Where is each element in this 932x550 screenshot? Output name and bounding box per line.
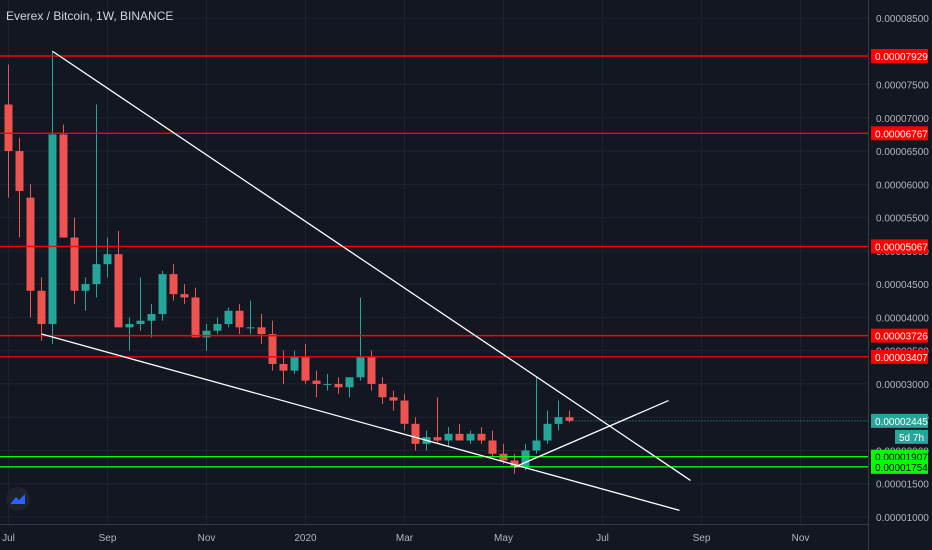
candle-body[interactable] [543,423,552,441]
candle-body[interactable] [103,254,112,265]
candle-body[interactable] [356,357,365,378]
chart-grid [0,0,868,524]
candle-body[interactable] [367,357,376,384]
time-axis-label: Jul [596,533,609,544]
candle-body[interactable] [48,134,57,325]
candle-body[interactable] [444,433,453,441]
candle-body[interactable] [554,417,563,424]
support-level-label: 0.00001754 [875,463,928,474]
candle-body[interactable] [59,134,68,238]
candle-body[interactable] [114,254,123,328]
candle-body[interactable] [521,450,530,468]
time-axis-label: Sep [693,533,711,544]
candle-body[interactable] [400,400,409,424]
trendline[interactable] [41,333,680,511]
price-axis-tick-label: 0.00004000 [876,313,929,324]
candle-body[interactable] [257,327,266,335]
tradingview-logo-icon[interactable] [6,487,30,511]
time-axis-label: Sep [99,533,117,544]
price-axis-tick-label: 0.00005500 [876,214,929,225]
candle-body[interactable] [158,274,167,315]
price-axis-tick-label: 0.00007500 [876,81,929,92]
resistance-level-label: 0.00003407 [875,353,928,364]
price-axis-tick-label: 0.00008500 [876,14,929,25]
price-axis-tick-label: 0.00007000 [876,114,929,125]
candle-body[interactable] [235,310,244,328]
candle-body[interactable] [323,383,332,385]
candle-body[interactable] [136,320,145,325]
time-axis-label: Jul [2,533,15,544]
resistance-level-label: 0.00003726 [875,332,928,343]
candle-body[interactable] [169,274,178,295]
candle-body[interactable] [378,383,387,398]
support-level-label: 0.00001907 [875,453,928,464]
candle-body[interactable] [345,377,354,388]
resistance-level-label-bg [871,126,928,141]
price-axis-tick-label: 0.00003000 [876,380,929,391]
price-axis-tick-label: 0.00001500 [876,480,929,491]
candle-body[interactable] [191,297,200,338]
candle-body[interactable] [433,437,442,441]
candle-body[interactable] [268,334,277,364]
candle-body[interactable] [213,324,222,331]
candle-body[interactable] [81,284,90,291]
candle-body[interactable] [224,310,233,325]
candle-body[interactable] [15,151,24,191]
candle-body[interactable] [411,423,420,444]
candle-body[interactable] [510,460,519,468]
price-axis-tick-label: 0.00006000 [876,180,929,191]
time-axis-label: Mar [396,533,414,544]
candle-body[interactable] [334,383,343,388]
candle-body[interactable] [532,440,541,451]
candle-body[interactable] [455,433,464,441]
trendline[interactable] [514,399,669,468]
current-price-label: 0.00002445 [875,417,928,428]
price-axis-tick-label: 0.00006500 [876,147,929,158]
candle-body[interactable] [202,330,211,338]
candle-body[interactable] [488,440,497,454]
candle-body[interactable] [565,417,574,421]
candle-body[interactable] [70,237,79,291]
horizontal-levels [0,55,868,468]
support-level-label-bg [871,459,928,474]
candle-body[interactable] [125,324,134,328]
candle-body[interactable] [477,433,486,441]
resistance-level-label-bg [871,349,928,364]
time-axis-label: Nov [792,533,810,544]
resistance-level-label-bg [871,48,928,63]
candle-body[interactable] [37,290,46,325]
countdown-label-bg [895,429,928,444]
trendline[interactable] [52,50,691,481]
candle-body[interactable] [26,197,35,291]
candle-body[interactable] [180,294,189,298]
time-axis-label: Nov [198,533,216,544]
candle-body[interactable] [92,264,101,285]
candles [4,51,574,474]
current-price-label-bg [871,413,928,428]
resistance-level-label-bg [871,239,928,254]
candle-body[interactable] [147,314,156,321]
trendlines [41,50,691,511]
resistance-level-label: 0.00005067 [875,242,928,253]
price-axis-tick-label: 0.00004500 [876,280,929,291]
price-axis-tick-label: 0.00001000 [876,513,929,524]
candle-body[interactable] [312,380,321,384]
chart-title: Everex / Bitcoin, 1W, BINANCE [6,9,174,23]
resistance-level-label: 0.00006767 [875,129,928,140]
candle-body[interactable] [466,433,475,441]
candle-body[interactable] [301,357,310,381]
time-axis-label: May [494,533,513,544]
time-axis-label: 2020 [294,533,317,544]
countdown-label: 5d 7h [899,433,924,444]
candle-body[interactable] [279,363,288,371]
resistance-level-label: 0.00007929 [875,52,928,63]
candle-body[interactable] [389,397,398,401]
candle-body[interactable] [4,104,13,152]
resistance-level-label-bg [871,328,928,343]
candle-body[interactable] [246,327,255,329]
candle-body[interactable] [290,357,299,371]
